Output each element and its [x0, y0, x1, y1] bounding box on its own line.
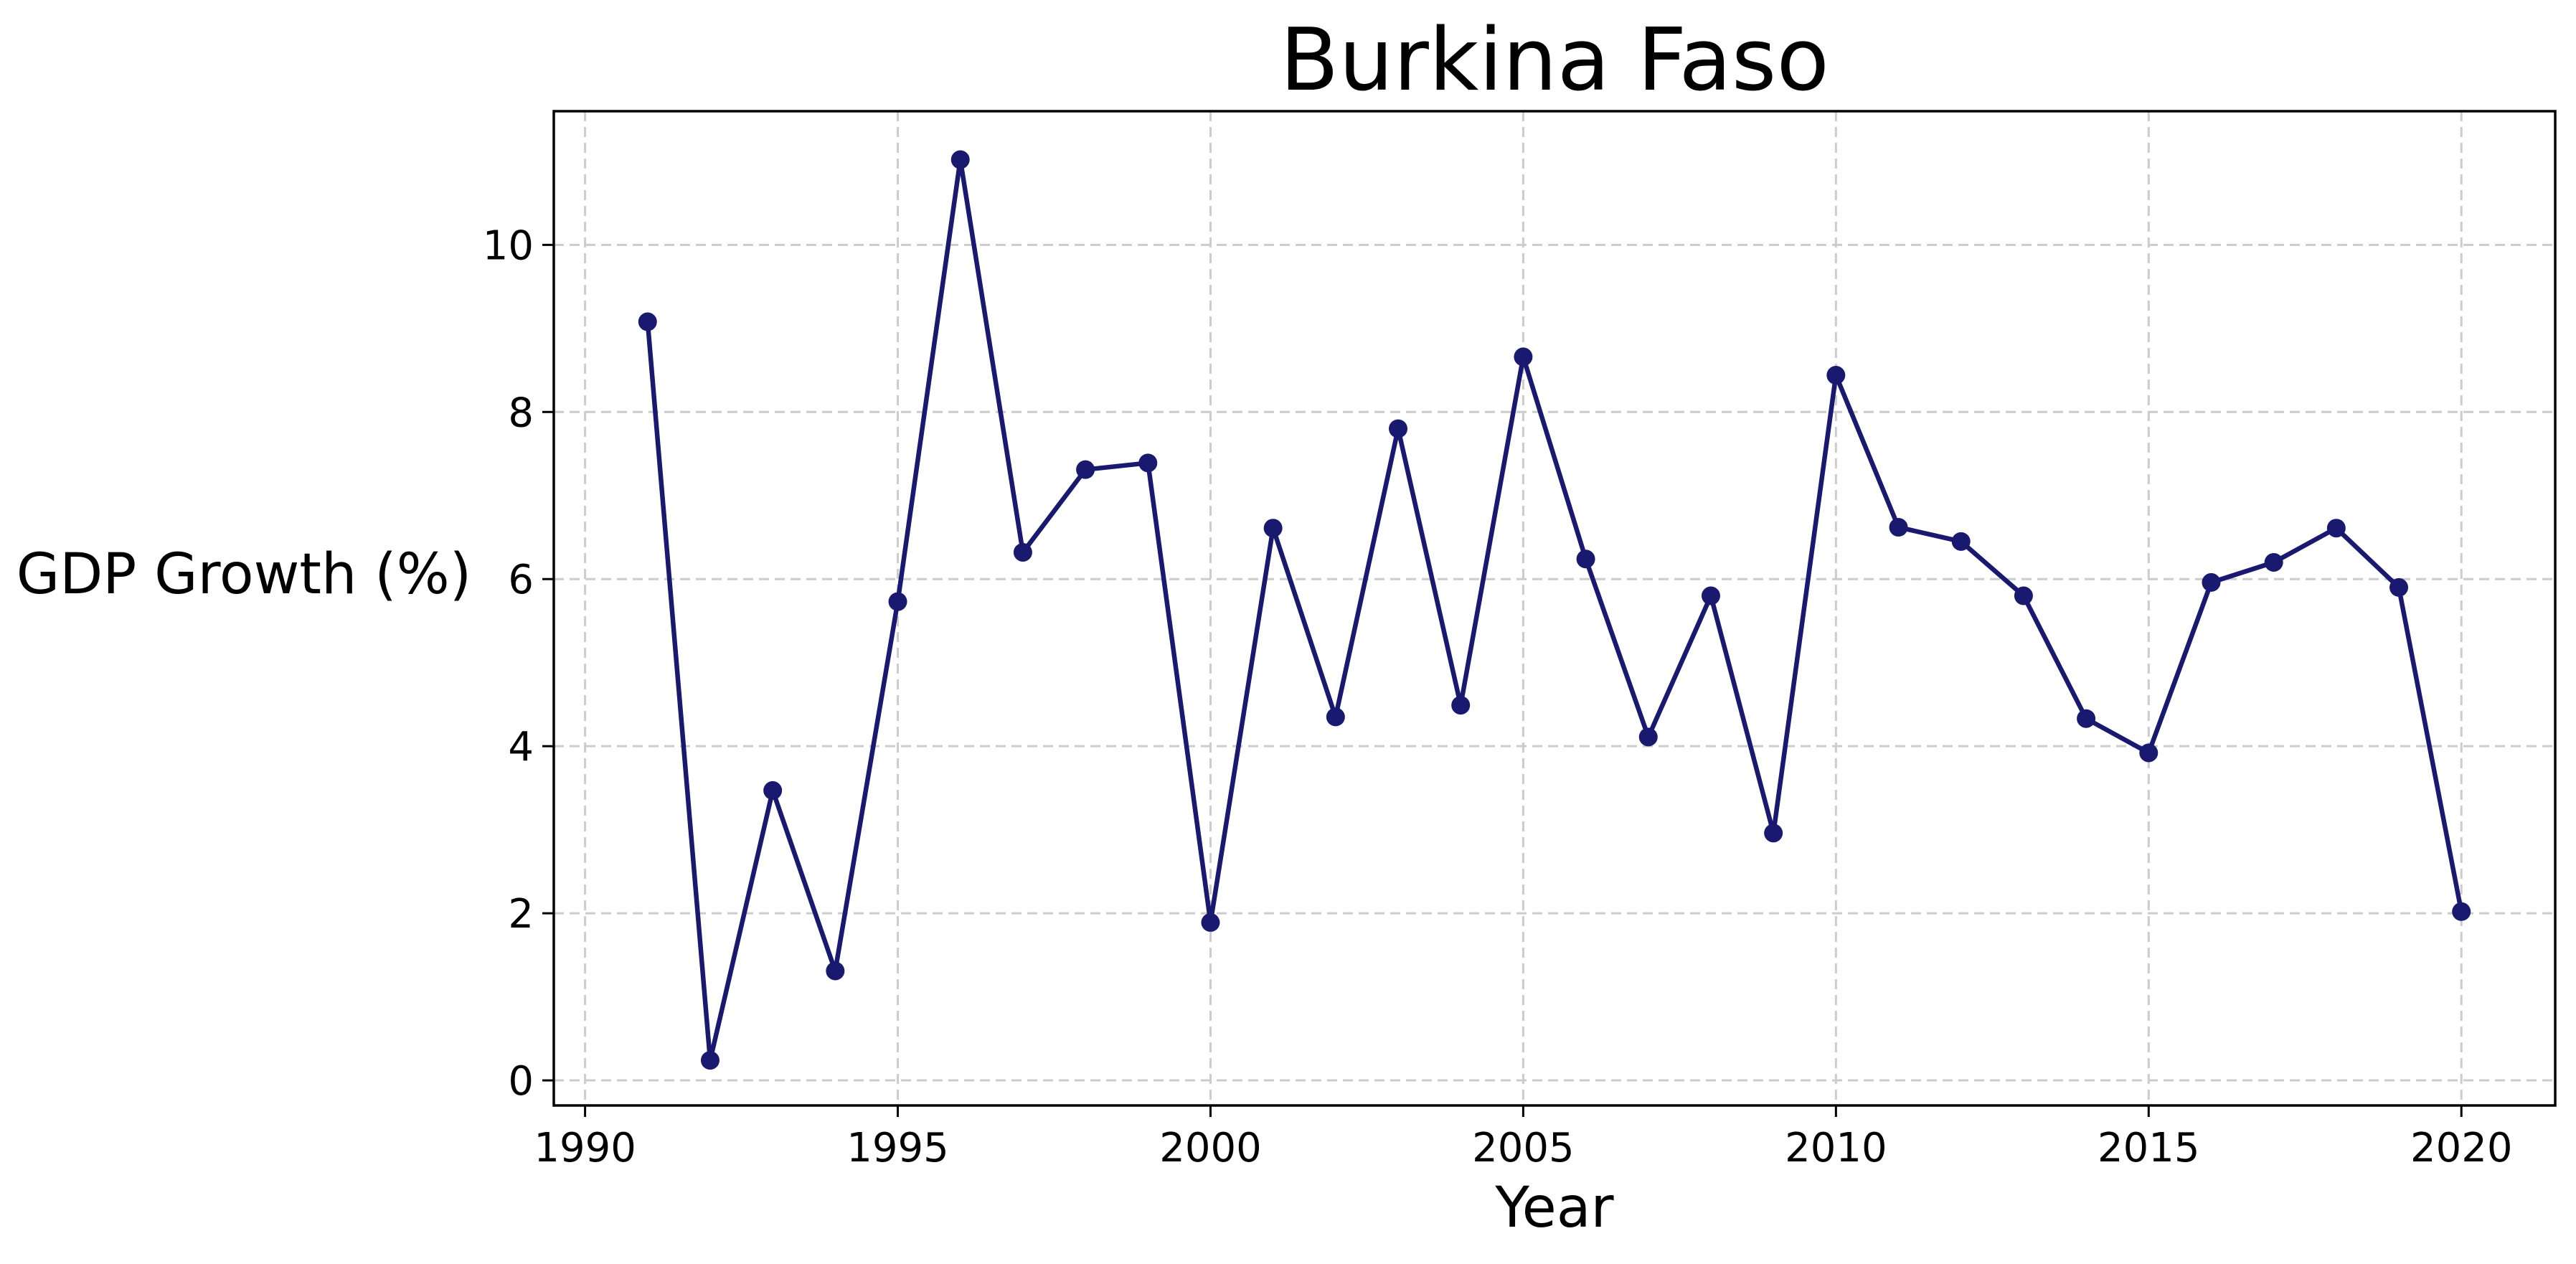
- chart-title: Burkina Faso: [1280, 11, 1829, 110]
- data-point: [1514, 347, 1533, 367]
- data-point: [1889, 518, 1908, 537]
- data-point: [1951, 532, 1971, 551]
- data-point: [1326, 707, 1345, 727]
- data-point: [826, 961, 845, 981]
- series-line: [645, 157, 2464, 1063]
- data-point: [950, 150, 970, 169]
- data-point: [1013, 542, 1032, 562]
- data-point: [1201, 912, 1220, 932]
- data-point: [700, 1051, 720, 1070]
- y-tick-label: 4: [508, 724, 534, 770]
- data-point: [2014, 586, 2033, 605]
- data-point: [2326, 519, 2346, 538]
- data-point: [1826, 366, 1846, 385]
- y-tick-label: 0: [508, 1058, 534, 1105]
- data-point: [2077, 709, 2096, 728]
- x-tick-label: 1990: [534, 1125, 636, 1171]
- y-tick-label: 6: [508, 557, 534, 603]
- data-point: [638, 312, 657, 331]
- data-point: [2389, 577, 2409, 597]
- tick-layer: 1990 1995 2000 2005 2010 2015 2020 0 2 4 6 8 10: [483, 222, 2513, 1171]
- x-tick-label: 2000: [1159, 1125, 1262, 1171]
- data-point: [1451, 696, 1471, 715]
- data-point: [1701, 586, 1720, 605]
- data-point: [1638, 727, 1658, 747]
- x-tick-label: 1995: [846, 1125, 949, 1171]
- x-tick-label: 2010: [1785, 1125, 1887, 1171]
- data-point: [2202, 572, 2221, 592]
- x-tick-label: 2015: [2098, 1125, 2200, 1171]
- y-tick-label: 8: [508, 390, 534, 436]
- data-point: [1138, 453, 1158, 473]
- y-axis-label: GDP Growth (%): [16, 542, 471, 607]
- data-point: [888, 592, 907, 611]
- grid-layer: [554, 111, 2555, 1105]
- data-point: [2139, 743, 2159, 763]
- data-point: [1076, 460, 1095, 479]
- x-tick-label: 2020: [2410, 1125, 2513, 1171]
- x-tick-label: 2005: [1472, 1125, 1575, 1171]
- data-point: [1389, 419, 1408, 438]
- x-axis-label: Year: [1494, 1176, 1614, 1240]
- plot-frame: [552, 110, 2557, 1107]
- y-tick-label: 10: [483, 222, 534, 269]
- y-tick-label: 2: [508, 891, 534, 938]
- data-point: [2264, 552, 2283, 572]
- data-point: [2452, 902, 2471, 921]
- data-point: [1576, 550, 1595, 569]
- data-point: [1263, 519, 1283, 538]
- data-point: [1764, 824, 1783, 843]
- series-layer: [638, 150, 2471, 1070]
- data-point: [763, 780, 783, 800]
